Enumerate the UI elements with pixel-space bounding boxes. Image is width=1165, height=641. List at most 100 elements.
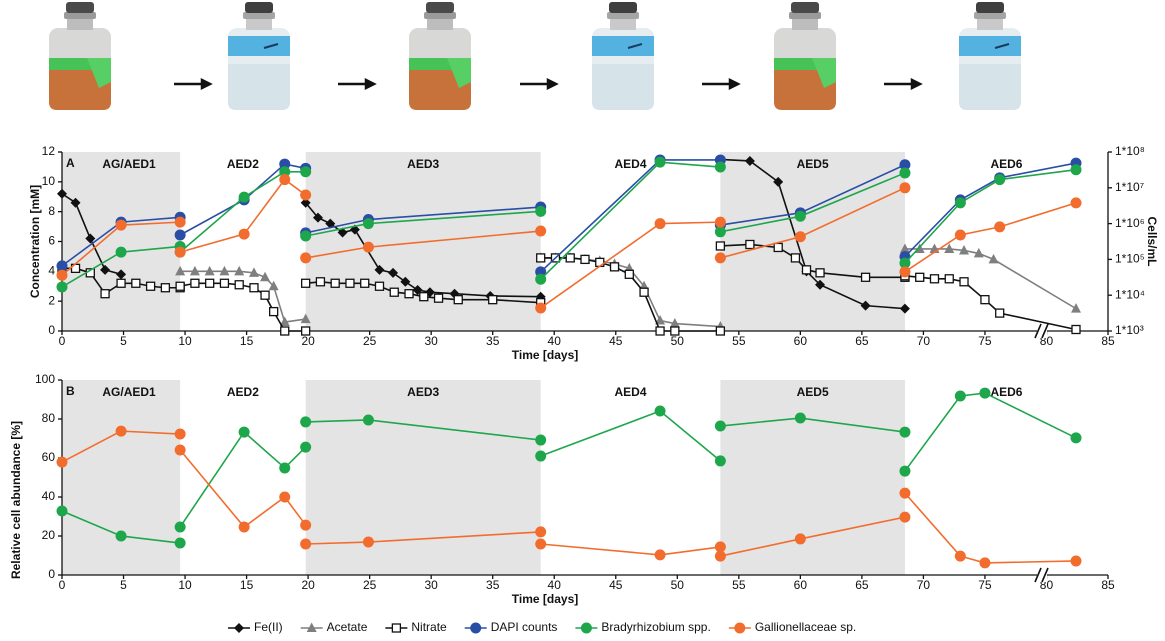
marker-circle xyxy=(175,538,186,549)
marker-circle xyxy=(535,526,546,537)
x-tick-label: 0 xyxy=(59,578,66,592)
x-tick-label: 30 xyxy=(424,578,438,592)
x-tick-label: 10 xyxy=(178,334,192,348)
phase-label: AG/AED1 xyxy=(102,385,156,399)
marker-square xyxy=(101,290,109,298)
plots: AG/AED1AED2AED3AED4AED5AED6A051015202530… xyxy=(9,144,1159,634)
phase-label: AED6 xyxy=(990,385,1022,399)
marker-circle xyxy=(795,211,806,222)
y-tick-label: 2 xyxy=(48,293,55,307)
marker-circle xyxy=(300,189,311,200)
marker-circle xyxy=(363,537,374,548)
marker-circle xyxy=(175,522,186,533)
bottle-photo xyxy=(774,2,836,110)
y2-tick-label: 1*10⁵ xyxy=(1115,252,1145,266)
marker-circle xyxy=(994,174,1005,185)
marker-circle xyxy=(1071,555,1082,566)
marker-square xyxy=(302,279,310,287)
marker-square xyxy=(803,266,811,274)
marker-circle xyxy=(116,531,127,542)
marker-circle xyxy=(655,157,666,168)
marker-square xyxy=(930,275,938,283)
marker-square xyxy=(1072,326,1080,334)
marker-circle xyxy=(899,427,910,438)
marker-square xyxy=(375,282,383,290)
phase-shading xyxy=(306,380,541,575)
x-tick-label: 40 xyxy=(548,578,562,592)
marker-circle xyxy=(1071,432,1082,443)
marker-circle xyxy=(279,174,290,185)
y-tick-label: 40 xyxy=(42,489,56,503)
marker-square xyxy=(862,273,870,281)
marker-circle xyxy=(795,231,806,242)
x-tick-label: 60 xyxy=(794,334,808,348)
phase-label: AED2 xyxy=(227,157,259,171)
phase-label: AED5 xyxy=(797,385,829,399)
y2-tick-label: 1*10³ xyxy=(1115,323,1144,337)
panel-label: A xyxy=(66,156,75,170)
marker-circle xyxy=(655,406,666,417)
legend-label: Acetate xyxy=(327,620,368,634)
marker-circle xyxy=(116,220,127,231)
marker-circle xyxy=(363,242,374,253)
marker-square xyxy=(435,294,443,302)
marker-square xyxy=(816,269,824,277)
x-tick-label: 45 xyxy=(609,578,623,592)
y-tick-label: 0 xyxy=(48,567,55,581)
marker-square xyxy=(420,293,428,301)
marker-circle xyxy=(175,217,186,228)
marker-square xyxy=(611,263,619,271)
y-axis-title: Concentration [mM] xyxy=(28,185,42,298)
marker-circle xyxy=(535,451,546,462)
marker-square xyxy=(746,240,754,248)
y2-tick-label: 1*10⁴ xyxy=(1115,287,1145,301)
panel-label: B xyxy=(66,384,75,398)
marker-square xyxy=(945,275,953,283)
marker-square xyxy=(316,278,324,286)
marker-square xyxy=(774,243,782,251)
x-tick-label: 70 xyxy=(917,578,931,592)
marker-square xyxy=(656,327,664,335)
marker-circle xyxy=(715,421,726,432)
x-tick-label: 25 xyxy=(363,334,377,348)
y-tick-label: 60 xyxy=(42,450,56,464)
marker-square xyxy=(566,254,574,262)
marker-square xyxy=(220,279,228,287)
marker-square xyxy=(161,284,169,292)
bottle-photo xyxy=(49,2,111,110)
marker-square xyxy=(716,327,724,335)
marker-circle xyxy=(279,492,290,503)
marker-circle xyxy=(979,388,990,399)
phase-shading xyxy=(720,380,905,575)
marker-circle xyxy=(535,435,546,446)
marker-circle xyxy=(535,274,546,285)
marker-square xyxy=(392,624,400,632)
marker-circle xyxy=(175,247,186,258)
marker-circle xyxy=(734,623,745,634)
marker-square xyxy=(981,296,989,304)
bottle-photo xyxy=(228,2,290,110)
phase-label: AED4 xyxy=(615,157,647,171)
marker-circle xyxy=(955,390,966,401)
marker-square xyxy=(147,282,155,290)
series-line xyxy=(905,493,1076,563)
x-tick-label: 35 xyxy=(486,578,500,592)
phase-label: AED4 xyxy=(615,385,647,399)
y-tick-label: 12 xyxy=(42,144,56,158)
x-tick-label: 35 xyxy=(486,334,500,348)
marker-circle xyxy=(715,252,726,263)
x-tick-label: 65 xyxy=(855,334,869,348)
marker-circle xyxy=(363,414,374,425)
series-line xyxy=(905,393,1076,471)
y-tick-label: 100 xyxy=(35,372,55,386)
marker-circle xyxy=(175,429,186,440)
phase-label: AED3 xyxy=(407,157,439,171)
y2-tick-label: 1*10⁸ xyxy=(1115,144,1145,158)
series-line xyxy=(180,432,306,527)
marker-circle xyxy=(239,192,250,203)
marker-circle xyxy=(715,162,726,173)
marker-circle xyxy=(899,266,910,277)
y-tick-label: 6 xyxy=(48,234,55,248)
marker-circle xyxy=(655,549,666,560)
marker-circle xyxy=(57,270,68,281)
